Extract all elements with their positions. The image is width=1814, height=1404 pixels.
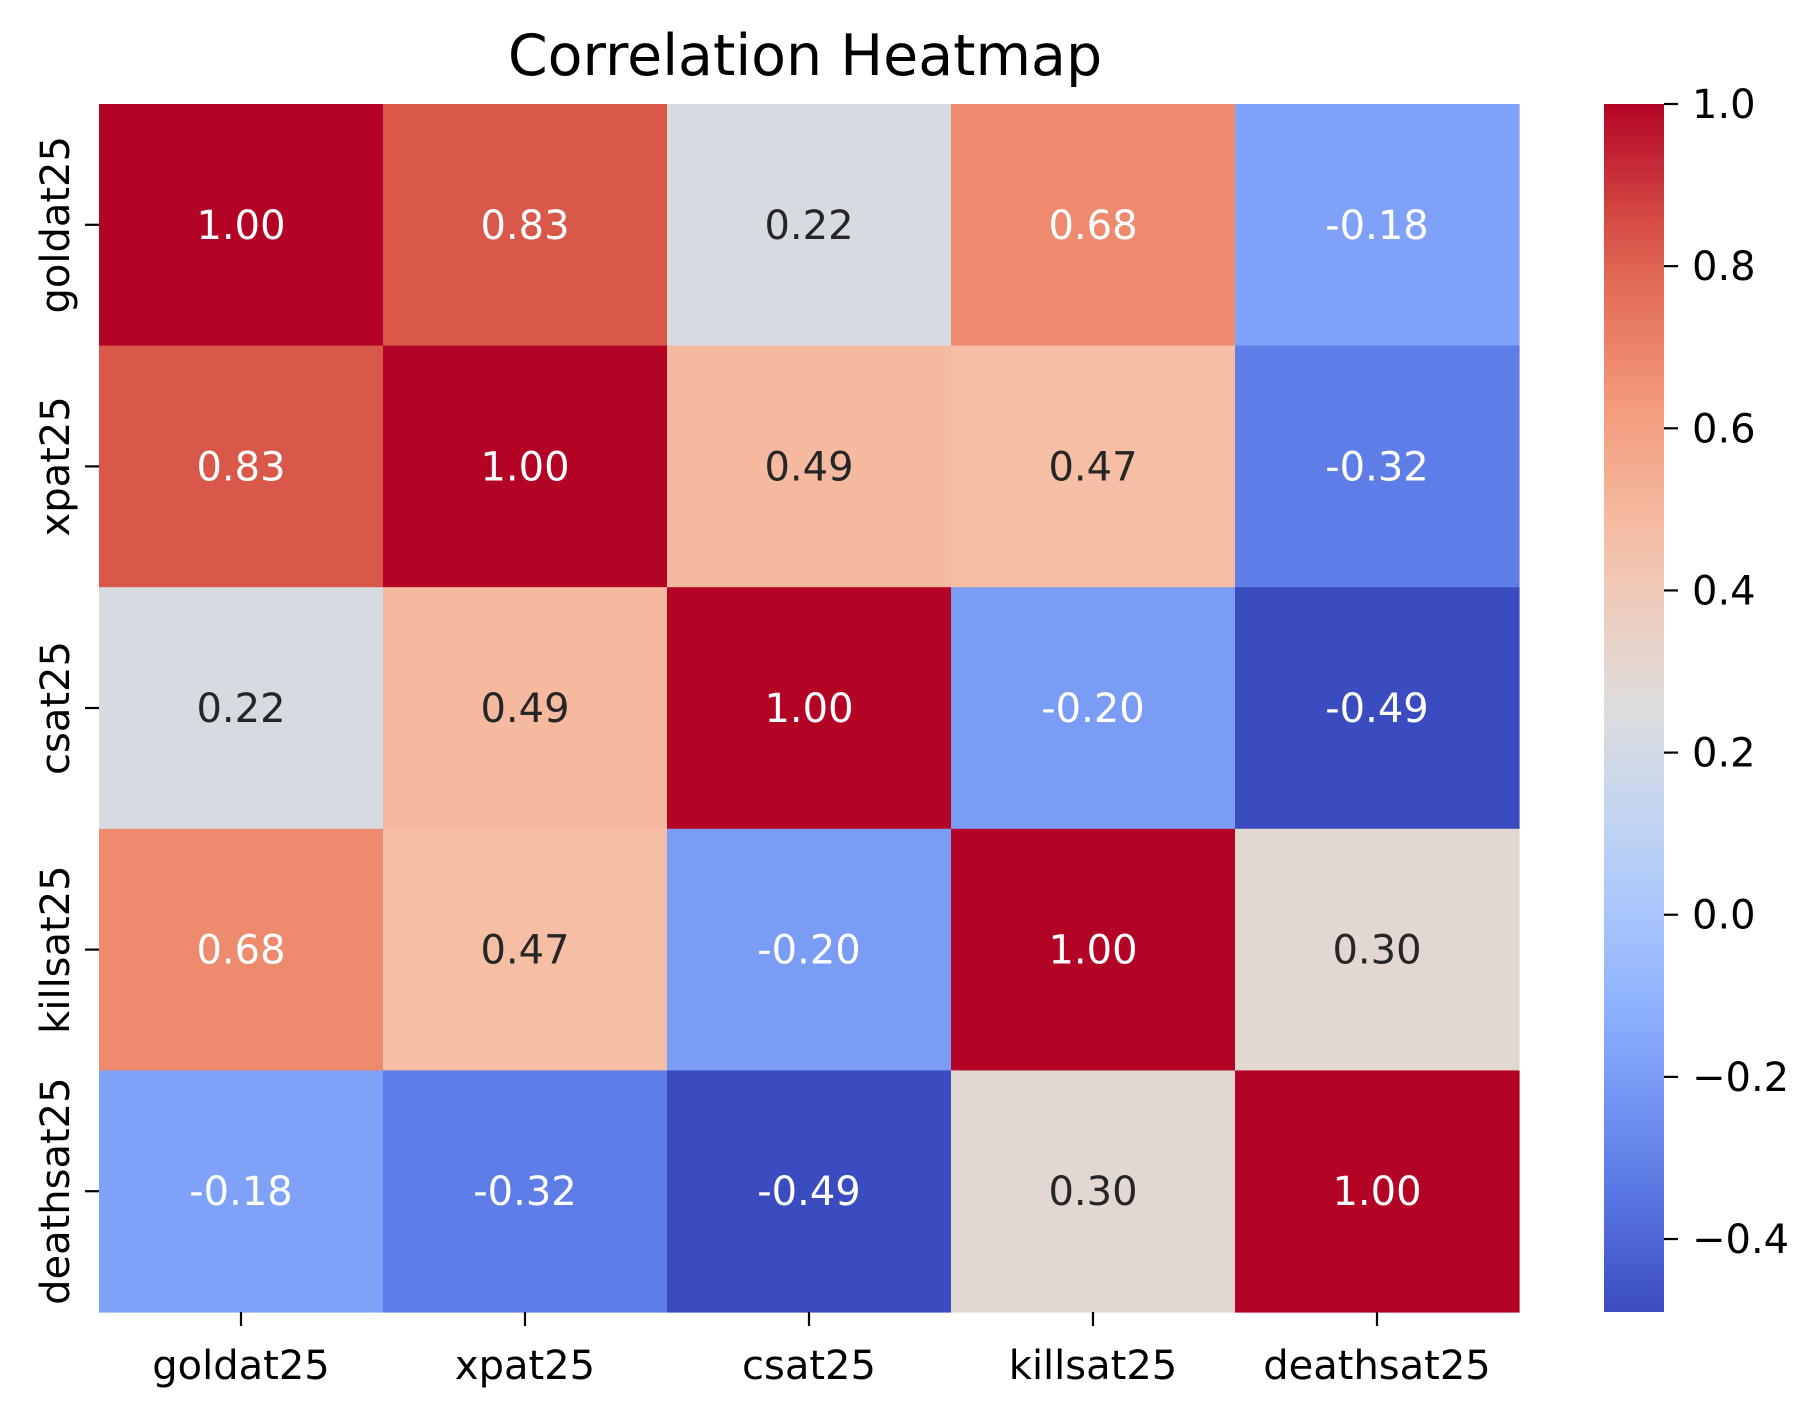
cell-value-label: -0.49: [1325, 686, 1429, 732]
cell-value-label: 0.30: [1332, 928, 1421, 974]
heatmap-cell-goldat25-killsat25: [951, 104, 1236, 347]
heatmap-cell-deathsat25-killsat25: [951, 1070, 1236, 1313]
heatmap-cell-killsat25-xpat25: [383, 828, 668, 1071]
x-tick-label-deathsat25: deathsat25: [1263, 1343, 1490, 1389]
cell-value-label: 0.47: [1048, 444, 1137, 490]
heatmap-axes: goldat25 xpat25 csat25 killsat25 deathsat25 g…: [33, 136, 1491, 1389]
heatmap-cell-goldat25-goldat25: [99, 104, 384, 347]
x-tick-label-xpat25: xpat25: [455, 1343, 595, 1389]
colorbar-tick-label: −0.4: [1692, 1217, 1789, 1263]
x-tick-label-killsat25: killsat25: [1009, 1343, 1177, 1389]
cell-value-label: 1.00: [196, 203, 285, 249]
cell-value-label: -0.49: [757, 1169, 861, 1215]
heatmap-cell-goldat25-csat25: [667, 104, 952, 347]
colorbar-tick-label: −0.2: [1692, 1055, 1789, 1101]
heatmap-cell-xpat25-goldat25: [99, 345, 384, 588]
heatmap-cell-csat25-goldat25: [99, 587, 384, 830]
heatmap-cell-xpat25-csat25: [667, 345, 952, 588]
heatmap-cell-csat25-csat25: [667, 587, 952, 830]
cell-value-label: 0.22: [764, 203, 853, 249]
colorbar-gradient: [1604, 104, 1664, 1312]
heatmap-cell-killsat25-deathsat25: [1235, 828, 1520, 1071]
cell-value-label: 1.00: [1048, 928, 1137, 974]
chart-title: Correlation Heatmap: [508, 23, 1102, 89]
cell-value-label: 0.83: [480, 203, 569, 249]
heatmap-cell-xpat25-killsat25: [951, 345, 1236, 588]
cell-value-label: 0.83: [196, 444, 285, 490]
heatmap-cell-csat25-deathsat25: [1235, 587, 1520, 830]
cell-value-label: 1.00: [480, 444, 569, 490]
heatmap-cell-csat25-killsat25: [951, 587, 1236, 830]
heatmap-cell-killsat25-killsat25: [951, 828, 1236, 1071]
colorbar: 1.0 0.8 0.6 0.4 0.2 0.0 −0.2 −0.4: [1604, 82, 1789, 1312]
cell-value-label: -0.18: [1325, 203, 1429, 249]
colorbar-tick-label: 1.0: [1692, 82, 1756, 128]
cell-value-label: 1.00: [1332, 1169, 1421, 1215]
y-tick-label-csat25: csat25: [33, 641, 79, 775]
y-tick-label-deathsat25: deathsat25: [33, 1077, 79, 1304]
x-tick-label-goldat25: goldat25: [152, 1343, 329, 1389]
y-tick-label-xpat25: xpat25: [33, 396, 79, 536]
cell-value-label: -0.20: [1041, 686, 1145, 732]
colorbar-tick-label: 0.2: [1692, 731, 1756, 777]
cell-value-label: -0.18: [189, 1169, 293, 1215]
cell-value-label: 1.00: [764, 686, 853, 732]
cell-value-label: 0.49: [480, 686, 569, 732]
heatmap-cell-goldat25-deathsat25: [1235, 104, 1520, 347]
heatmap-cell-deathsat25-csat25: [667, 1070, 952, 1313]
heatmap-cell-goldat25-xpat25: [383, 104, 668, 347]
heatmap-cell-deathsat25-xpat25: [383, 1070, 668, 1313]
y-tick-label-goldat25: goldat25: [33, 136, 79, 313]
colorbar-tick-label: 0.8: [1692, 244, 1756, 290]
cell-value-label: 0.30: [1048, 1169, 1137, 1215]
colorbar-tick-label: 0.6: [1692, 406, 1756, 452]
heatmap-cell-deathsat25-deathsat25: [1235, 1070, 1520, 1313]
heatmap-cell-killsat25-csat25: [667, 828, 952, 1071]
cell-value-label: 0.49: [764, 444, 853, 490]
heatmap-cell-deathsat25-goldat25: [99, 1070, 384, 1313]
cell-value-label: -0.32: [1325, 444, 1429, 490]
heatmap-cell-csat25-xpat25: [383, 587, 668, 830]
cell-value-label: 0.68: [1048, 203, 1137, 249]
colorbar-tick-label: 0.0: [1692, 893, 1756, 939]
cell-value-label: -0.20: [757, 928, 861, 974]
heatmap-cells: 1.00 0.83 0.22 0.68 -0.18 0.83 1.00 0.49 0.47 -0.…: [99, 104, 1520, 1313]
cell-value-label: 0.68: [196, 928, 285, 974]
cell-value-label: -0.32: [473, 1169, 577, 1215]
heatmap-cell-xpat25-deathsat25: [1235, 345, 1520, 588]
cell-value-label: 0.47: [480, 928, 569, 974]
colorbar-tick-label: 0.4: [1692, 568, 1756, 614]
heatmap-cell-killsat25-goldat25: [99, 828, 384, 1071]
heatmap-cell-xpat25-xpat25: [383, 345, 668, 588]
y-tick-label-killsat25: killsat25: [33, 865, 79, 1033]
x-tick-label-csat25: csat25: [742, 1343, 876, 1389]
cell-value-label: 0.22: [196, 686, 285, 732]
